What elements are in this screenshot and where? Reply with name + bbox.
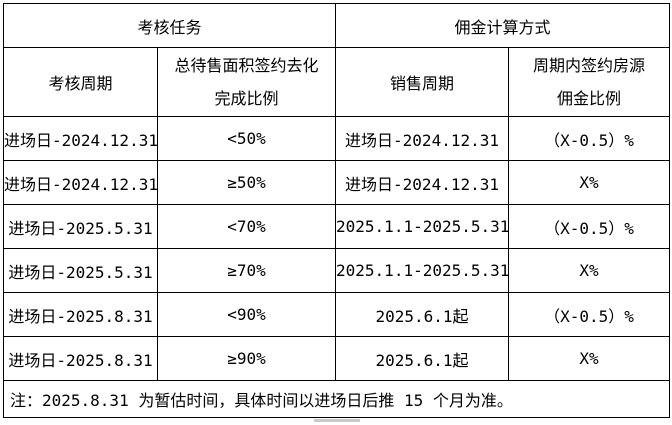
cell-completion-ratio: <90%: [156, 292, 337, 337]
header-completion-ratio: 总待售面积签约去化 完成比例: [156, 47, 337, 117]
cell-sales-period: 2025.6.1起: [335, 336, 510, 381]
header-commission-ratio-line1: 周期内签约房源: [533, 56, 646, 75]
cell-completion-ratio: <50%: [156, 116, 337, 161]
footnote-row: 注：2025.8.31 为暂估时间，具体时间以进场日后推 15 个月为准。: [2, 380, 671, 418]
table-row-2: 进场日-2024.12.31 ≥50% 进场日-2024.12.31 X%: [3, 160, 671, 205]
assessment-commission-table: 考核任务 佣金计算方式 考核周期 总待售面积签约去化 完成比例 销售周期 周期内…: [2, 3, 671, 418]
cell-sales-period: 2025.6.1起: [335, 292, 510, 337]
table-row-6: 进场日-2025.8.31 ≥90% 2025.6.1起 X%: [3, 336, 671, 381]
cell-commission: （X-0.5）%: [508, 204, 671, 249]
cell-assessment-period: 进场日-2024.12.31: [3, 116, 158, 161]
cell-sales-period: 进场日-2024.12.31: [335, 160, 510, 205]
cell-assessment-period: 进场日-2024.12.31: [3, 160, 158, 205]
cell-assessment-period: 进场日-2025.5.31: [3, 248, 158, 293]
header-completion-ratio-line1: 总待售面积签约去化: [174, 56, 319, 75]
table-row-1: 进场日-2024.12.31 <50% 进场日-2024.12.31 （X-0.…: [3, 116, 671, 161]
cell-completion-ratio: <70%: [156, 204, 337, 249]
cell-assessment-period: 进场日-2025.8.31: [3, 336, 158, 381]
cell-commission: X%: [508, 336, 671, 381]
cell-completion-ratio: ≥70%: [156, 248, 337, 293]
cell-sales-period: 2025.1.1-2025.5.31: [335, 248, 510, 293]
header-column-row: 考核周期 总待售面积签约去化 完成比例 销售周期 周期内签约房源 佣金比例: [3, 47, 671, 117]
header-assessment-task: 考核任务: [2, 3, 337, 48]
table-row-3: 进场日-2025.5.31 <70% 2025.1.1-2025.5.31 （X…: [3, 204, 671, 249]
cell-commission: X%: [508, 160, 671, 205]
header-sales-period: 销售周期: [335, 47, 510, 117]
cell-commission: X%: [508, 248, 671, 293]
header-commission-method: 佣金计算方式: [335, 3, 671, 48]
cell-assessment-period: 进场日-2025.5.31: [3, 204, 158, 249]
cell-completion-ratio: ≥90%: [156, 336, 337, 381]
header-commission-ratio-line2: 佣金比例: [557, 89, 622, 108]
cell-sales-period: 进场日-2024.12.31: [335, 116, 510, 161]
header-completion-ratio-line2: 完成比例: [214, 89, 279, 108]
cell-commission: （X-0.5）%: [508, 292, 671, 337]
cell-completion-ratio: ≥50%: [156, 160, 337, 205]
header-commission-ratio: 周期内签约房源 佣金比例: [508, 47, 671, 117]
table-row-5: 进场日-2025.8.31 <90% 2025.6.1起 （X-0.5）%: [3, 292, 671, 337]
header-assessment-period: 考核周期: [3, 47, 158, 117]
cell-sales-period: 2025.1.1-2025.5.31: [335, 204, 510, 249]
header-group-row: 考核任务 佣金计算方式: [2, 3, 671, 48]
resize-handle-artifact: [314, 419, 360, 422]
cell-assessment-period: 进场日-2025.8.31: [3, 292, 158, 337]
cell-commission: （X-0.5）%: [508, 116, 671, 161]
table-row-4: 进场日-2025.5.31 ≥70% 2025.1.1-2025.5.31 X%: [3, 248, 671, 293]
footnote: 注：2025.8.31 为暂估时间，具体时间以进场日后推 15 个月为准。: [2, 380, 671, 418]
